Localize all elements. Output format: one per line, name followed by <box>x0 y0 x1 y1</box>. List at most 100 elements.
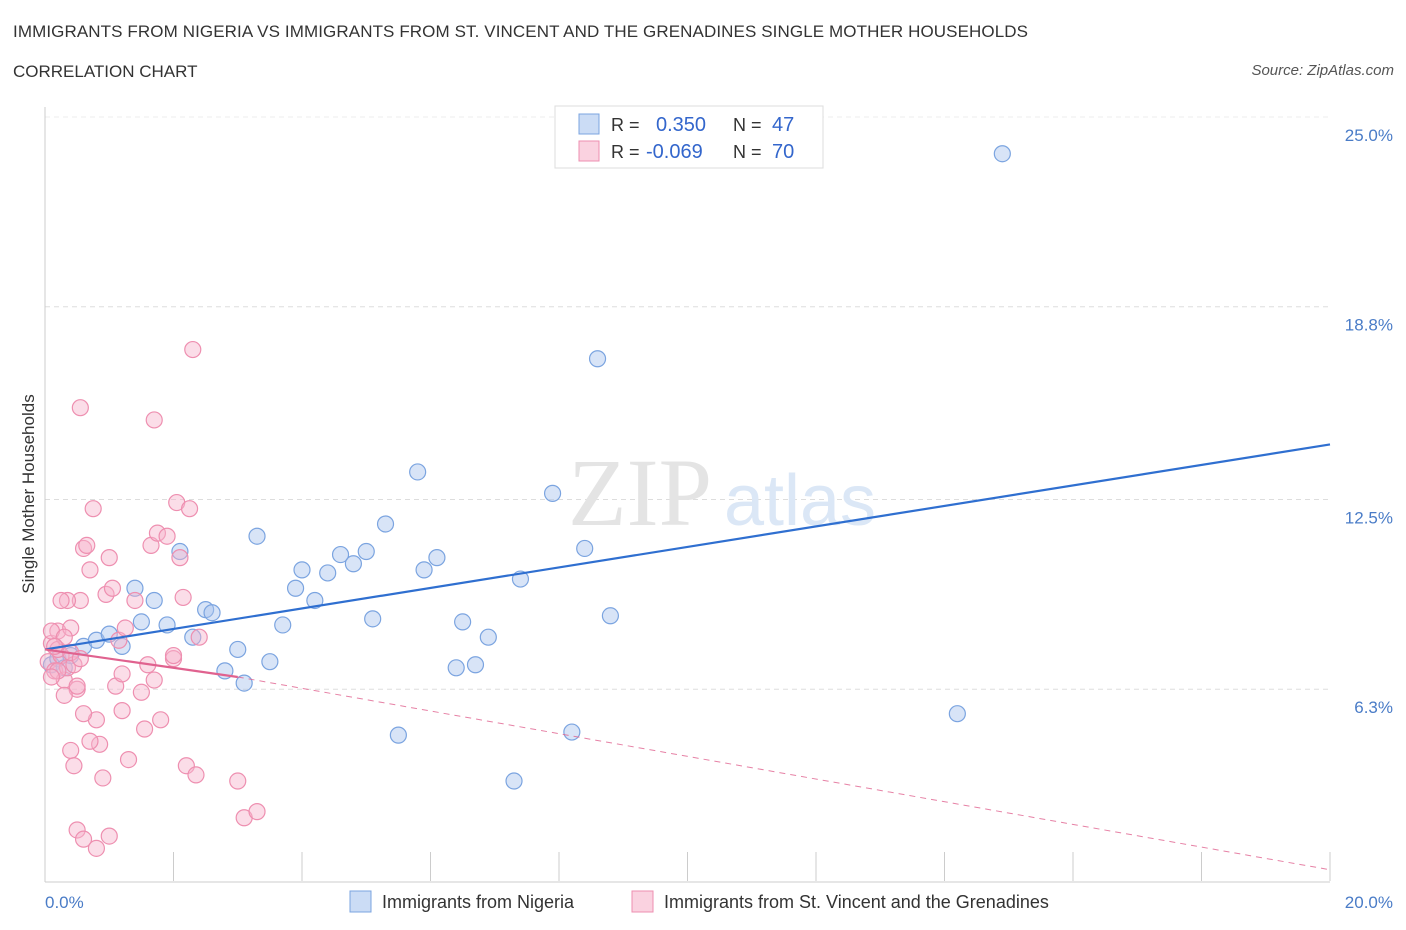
legend: R = 0.350 N = 47 R = -0.069 N = 70 <box>554 105 824 169</box>
point-series0-26 <box>331 545 350 564</box>
x-tick-label-1: 20.0% <box>1345 893 1393 912</box>
point-series0-42 <box>563 723 581 741</box>
point-series1-23 <box>113 702 131 720</box>
point-series0-41 <box>543 484 562 502</box>
point-series1-63 <box>52 591 70 610</box>
legend-swatch-stvincent <box>578 140 600 162</box>
point-series0-28 <box>357 542 375 561</box>
point-series0-29 <box>364 610 382 628</box>
point-series1-25 <box>119 750 138 769</box>
x-tick-label-0: 0.0% <box>45 893 84 912</box>
y-tick-label-1: 12.5% <box>1345 509 1393 528</box>
point-series1-65 <box>42 668 61 686</box>
point-series0-46 <box>948 705 966 723</box>
point-series1-12 <box>78 536 96 555</box>
point-series0-15 <box>203 604 221 622</box>
point-series1-37 <box>171 549 189 567</box>
point-series1-19 <box>100 549 118 567</box>
point-series0-13 <box>184 628 202 646</box>
point-series0-24 <box>306 591 324 610</box>
point-series0-34 <box>428 549 446 567</box>
chart-subtitle: CORRELATION CHART <box>13 62 198 81</box>
point-series0-22 <box>286 579 305 597</box>
point-series1-52 <box>74 830 93 848</box>
point-series0-23 <box>293 561 311 579</box>
point-series1-62 <box>49 662 67 680</box>
point-series1-24 <box>116 619 134 637</box>
legend-n-label-2: N = <box>733 142 762 162</box>
point-series0-30 <box>376 515 395 533</box>
source-credit: Source: ZipAtlas.com <box>1251 62 1394 79</box>
point-series1-28 <box>135 720 154 738</box>
point-series1-43 <box>190 628 208 646</box>
point-series0-45 <box>601 607 620 625</box>
legend-r-value-2: -0.069 <box>646 141 703 163</box>
point-series0-37 <box>466 656 485 674</box>
legend-n-label-1: N = <box>733 115 762 135</box>
bottom-legend-swatch-nigeria <box>349 890 372 913</box>
point-series1-20 <box>103 579 122 597</box>
point-series1-55 <box>100 827 118 845</box>
point-series1-18 <box>97 585 115 603</box>
point-series1-54 <box>87 839 106 857</box>
y-tick-label-2: 18.8% <box>1345 316 1393 335</box>
watermark: ZIP atlas <box>568 439 876 546</box>
y-tick-label-3: 25.0% <box>1345 126 1393 145</box>
point-series0-25 <box>319 564 337 582</box>
point-series0-9 <box>132 613 150 631</box>
point-series0-39 <box>505 772 523 790</box>
point-series1-27 <box>132 683 150 701</box>
point-series1-34 <box>158 527 176 545</box>
point-series0-38 <box>479 628 497 646</box>
point-series1-31 <box>145 671 163 689</box>
point-series0-36 <box>454 613 472 631</box>
point-series1-40 <box>180 500 199 518</box>
legend-r-label-1: R = <box>611 115 640 135</box>
point-series1-53 <box>81 732 99 750</box>
watermark-zip: ZIP <box>568 439 712 546</box>
point-series0-35 <box>447 659 465 677</box>
point-series0-33 <box>415 561 433 579</box>
point-series0-12 <box>171 542 189 561</box>
point-series1-70 <box>113 665 131 683</box>
point-series0-31 <box>389 726 407 744</box>
bottom-legend: Immigrants from Nigeria Immigrants from … <box>349 890 1049 913</box>
trend-line-series1 <box>44 648 238 679</box>
point-series1-67 <box>68 677 86 695</box>
trend-extension-series1 <box>237 676 1331 871</box>
point-series0-18 <box>235 674 253 692</box>
legend-n-value-2: 70 <box>772 141 794 163</box>
point-series1-11 <box>74 539 93 558</box>
point-series1-13 <box>81 561 99 579</box>
point-series1-45 <box>71 399 89 417</box>
bottom-legend-label-nigeria: Immigrants from Nigeria <box>382 892 575 912</box>
y-tick-label-0: 6.3% <box>1354 698 1393 717</box>
point-series0-32 <box>409 463 427 481</box>
point-series1-51 <box>68 821 86 839</box>
point-series0-43 <box>576 539 594 558</box>
point-series1-7 <box>62 619 80 637</box>
point-series1-42 <box>187 766 205 784</box>
legend-r-value-1: 0.350 <box>656 114 706 136</box>
point-series1-26 <box>126 591 144 610</box>
point-series1-50 <box>65 757 83 775</box>
point-series0-27 <box>344 555 362 573</box>
point-series0-20 <box>261 653 279 671</box>
data-points <box>39 145 1011 857</box>
point-series1-17 <box>94 769 112 787</box>
bottom-legend-swatch-stvincent <box>631 890 654 913</box>
point-series1-14 <box>84 500 102 518</box>
legend-n-value-1: 47 <box>772 114 794 136</box>
point-series0-44 <box>588 350 607 368</box>
point-series1-38 <box>174 588 192 607</box>
point-series1-49 <box>62 741 80 760</box>
point-series0-21 <box>274 616 292 634</box>
chart-title: IMMIGRANTS FROM NIGERIA VS IMMIGRANTS FR… <box>13 22 1029 41</box>
y-axis-title: Single Mother Households <box>19 394 38 593</box>
watermark-atlas: atlas <box>724 461 876 541</box>
point-series1-44 <box>145 411 163 429</box>
point-series0-47 <box>993 145 1011 163</box>
tick-labels: 6.3% 12.5% 18.8% 25.0% 0.0% 20.0% <box>45 126 1393 912</box>
point-series0-17 <box>229 640 247 659</box>
